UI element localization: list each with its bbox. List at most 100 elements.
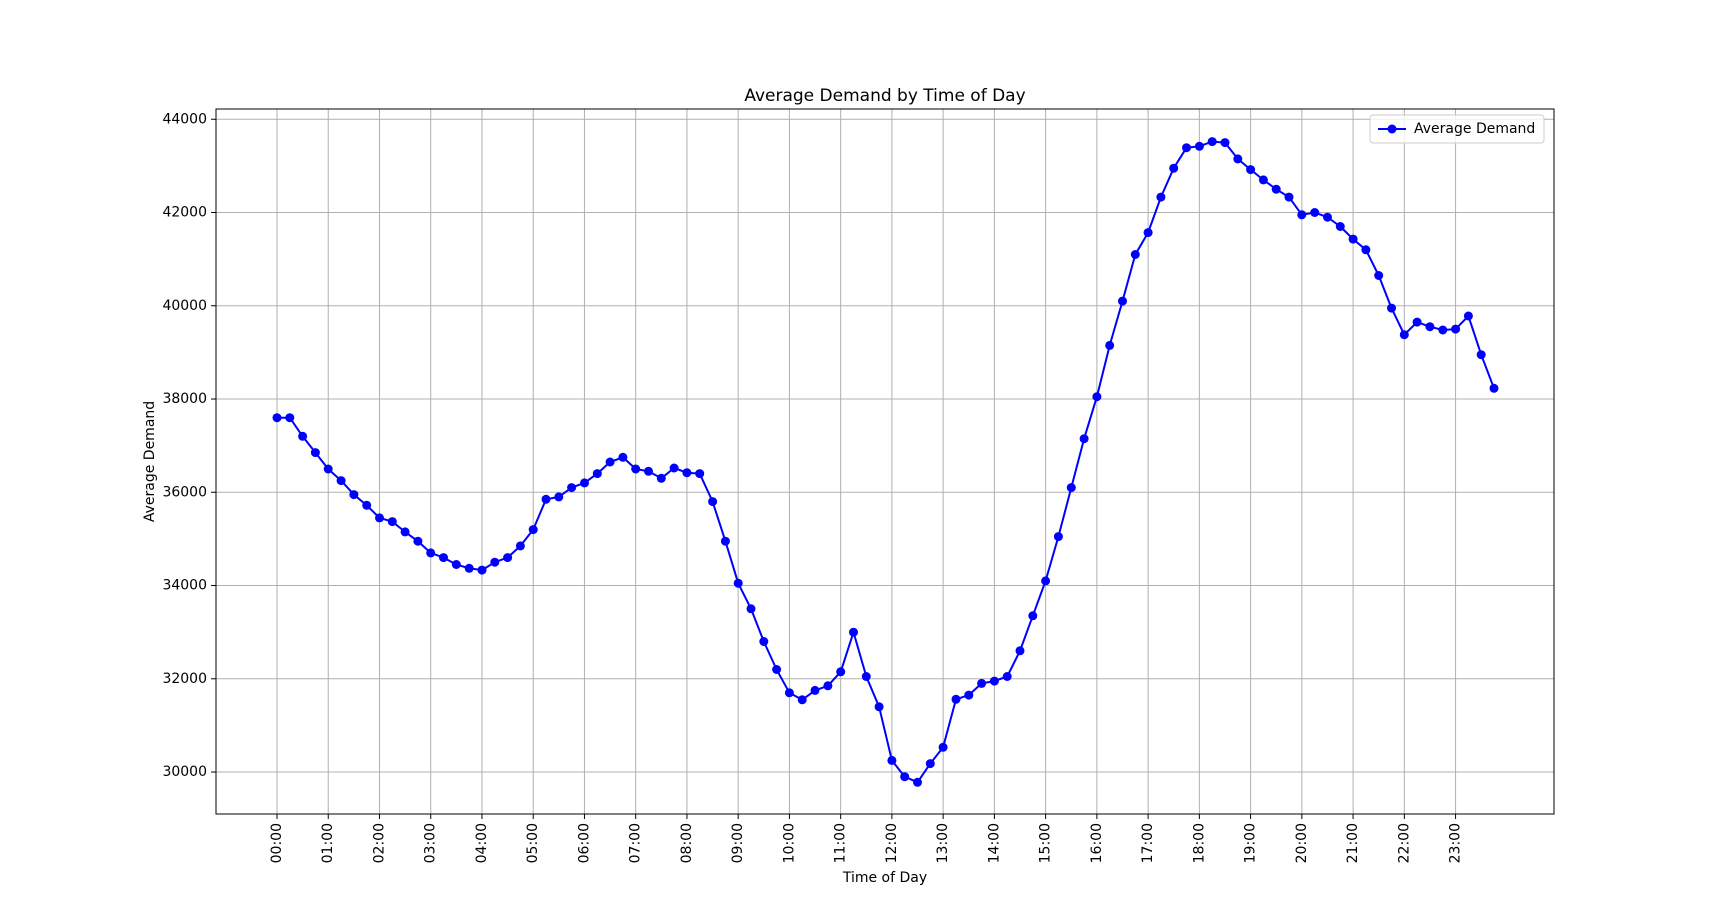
data-point (1451, 324, 1461, 334)
data-point (951, 694, 961, 704)
x-tick-label: 16:00 (1089, 823, 1105, 863)
plot-frame (215, 108, 1555, 815)
data-point (1182, 143, 1191, 153)
data-point (861, 672, 871, 681)
y-tick-label: 44000 (162, 111, 207, 127)
y-axis-label: Average Demand (142, 401, 158, 522)
data-point (938, 742, 948, 752)
data-point (528, 525, 538, 535)
data-point (1361, 245, 1371, 255)
chart-title: Average Demand by Time of Day (744, 86, 1025, 106)
data-point (336, 476, 346, 486)
data-point (810, 685, 820, 695)
x-tick-label: 07:00 (628, 823, 644, 863)
data-point (836, 667, 846, 677)
data-point (1284, 192, 1294, 202)
data-point (349, 490, 359, 500)
y-tick-label: 40000 (162, 298, 207, 314)
x-tick-label: 23:00 (1448, 823, 1464, 863)
legend: Average Demand (1369, 114, 1545, 144)
data-point (1092, 392, 1102, 402)
data-point (913, 777, 922, 787)
data-point (592, 469, 602, 479)
data-point (925, 759, 935, 769)
data-point (272, 413, 282, 423)
data-point (426, 548, 436, 558)
x-tick-label: 12:00 (884, 823, 900, 863)
x-tick-label: 13:00 (935, 823, 951, 863)
data-point (746, 604, 756, 614)
data-point (708, 497, 718, 507)
data-point (1258, 175, 1268, 185)
data-point (644, 466, 653, 476)
data-point (490, 557, 500, 567)
x-tick-label: 11:00 (833, 823, 849, 863)
data-point (1374, 271, 1384, 280)
data-point (977, 678, 987, 688)
data-point (1053, 532, 1063, 542)
data-point (298, 431, 308, 441)
x-tick-label: 09:00 (730, 823, 746, 863)
data-point (285, 413, 295, 423)
x-axis-label: Time of Day (842, 870, 927, 886)
y-tick-label: 36000 (162, 484, 207, 500)
data-point (413, 536, 423, 546)
x-tick-label: 02:00 (371, 823, 387, 863)
legend-box (1369, 114, 1545, 144)
data-point (1271, 184, 1281, 194)
data-point (1387, 303, 1396, 313)
data-point (849, 627, 858, 637)
data-point (772, 665, 782, 674)
data-point (1335, 222, 1345, 231)
data-point (669, 463, 679, 473)
data-point (1079, 434, 1089, 444)
x-tick-label: 01:00 (320, 823, 336, 863)
x-tick-label: 18:00 (1191, 823, 1207, 863)
data-point (1156, 192, 1166, 202)
data-point (1246, 165, 1256, 175)
data-point (477, 565, 487, 575)
data-point (1425, 322, 1435, 332)
data-point (464, 563, 474, 573)
data-point (1220, 138, 1230, 148)
data-point (554, 492, 564, 502)
data-point (887, 755, 897, 765)
x-tick-label: 21:00 (1345, 823, 1361, 863)
data-point (1105, 340, 1115, 350)
data-point (682, 468, 692, 478)
data-point (323, 464, 333, 474)
x-tick-label: 03:00 (423, 823, 439, 863)
data-point (515, 541, 525, 551)
data-point (720, 536, 730, 546)
data-point (387, 517, 397, 527)
data-point (1169, 163, 1179, 173)
data-point (1348, 234, 1358, 244)
data-point (1015, 646, 1025, 656)
x-tick-label: 00:00 (269, 823, 285, 863)
x-tick-label: 19:00 (1243, 823, 1259, 863)
x-tick-label: 08:00 (679, 823, 695, 863)
data-point (1463, 311, 1473, 321)
data-point (1297, 210, 1307, 220)
legend-marker-swatch (1387, 124, 1397, 134)
data-point (733, 578, 743, 588)
data-point (1207, 137, 1217, 147)
y-tick-label: 34000 (162, 578, 207, 594)
data-point (541, 494, 551, 504)
y-tick-label: 32000 (162, 671, 207, 687)
axis-ticks: 00:00 01:00 02:00 03:00 04:00 05:00 06:00 07:00… (162, 111, 1463, 863)
data-point (439, 553, 448, 563)
data-point (1002, 672, 1012, 681)
x-tick-label: 14:00 (986, 823, 1002, 863)
data-point (1130, 250, 1140, 259)
data-point (874, 702, 884, 712)
data-point (375, 513, 384, 523)
data-point (605, 457, 615, 467)
y-tick-label: 30000 (162, 764, 207, 780)
data-point (1310, 208, 1320, 217)
data-point (1143, 228, 1153, 238)
data-point (695, 469, 705, 479)
data-point (1233, 154, 1243, 164)
data-point (1041, 576, 1051, 586)
